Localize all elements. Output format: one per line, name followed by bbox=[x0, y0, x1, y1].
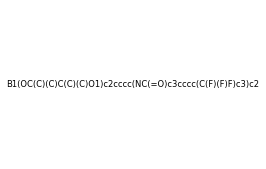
Text: B1(OC(C)(C)C(C)(C)O1)c2cccc(NC(=O)c3cccc(C(F)(F)F)c3)c2: B1(OC(C)(C)C(C)(C)O1)c2cccc(NC(=O)c3cccc… bbox=[6, 80, 260, 89]
